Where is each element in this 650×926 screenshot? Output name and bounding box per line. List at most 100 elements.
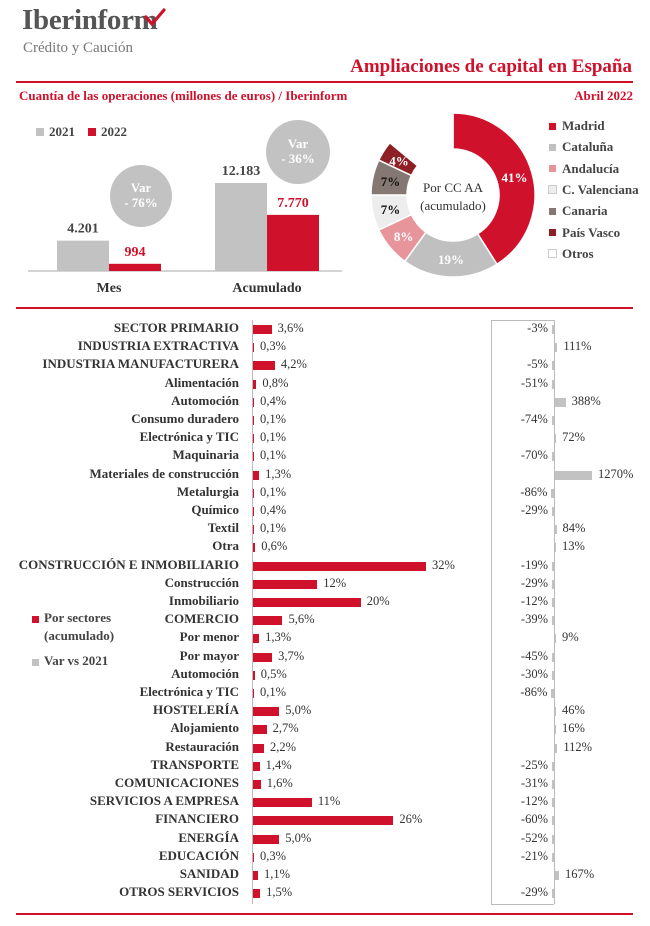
sector-share-bar xyxy=(252,616,283,626)
sector-label: Maquinaria xyxy=(172,447,239,463)
sector-var-label: -70% xyxy=(520,448,548,463)
sector-label: Otra xyxy=(212,538,239,554)
sector-label: Materiales de construcción xyxy=(89,465,239,481)
sector-share-bar xyxy=(252,743,264,753)
sector-var-bar xyxy=(552,834,554,844)
legend-sectors: Por sectores (acumulado) xyxy=(32,609,114,644)
sector-label: Alojamiento xyxy=(170,720,239,736)
sector-share-bar xyxy=(252,852,254,862)
sector-share-label: 1,1% xyxy=(263,867,291,881)
sector-var-bar xyxy=(554,707,556,717)
sector-label: Electrónica y TIC xyxy=(139,684,239,699)
sector-share-label: 0,1% xyxy=(260,430,287,445)
sector-share-label: 5,0% xyxy=(285,703,312,718)
sector-share-label: 0,3% xyxy=(260,339,287,354)
sector-share-label: 0,3% xyxy=(260,848,287,863)
sector-var-bar xyxy=(552,852,554,862)
sector-var-label: -31% xyxy=(520,776,548,790)
legend-sectors-swatch xyxy=(32,615,39,623)
sector-label: Alimentación xyxy=(164,374,239,390)
donut-legend-item-catalu-a: Cataluña xyxy=(549,139,613,155)
sector-var-bar xyxy=(552,670,554,680)
sector-var-bar xyxy=(552,798,554,808)
brand-logo: Iberinform xyxy=(22,4,158,36)
sector-var-bar xyxy=(552,579,554,589)
sector-var-bar xyxy=(552,889,554,899)
sector-share-bar xyxy=(252,834,280,844)
sector-var-label: -39% xyxy=(520,612,548,627)
donut-legend-label: C. Valenciana xyxy=(562,181,639,197)
title-rule xyxy=(16,81,633,83)
sector-share-label: 1,3% xyxy=(265,466,292,481)
donut-legend-item-andaluc-a: Andalucía xyxy=(549,161,619,177)
sector-share-label: 2,2% xyxy=(269,739,296,754)
sector-share-label: 0,1% xyxy=(260,412,287,426)
donut-legend-label: Otros xyxy=(562,245,594,261)
sector-share-label: 0,1% xyxy=(260,521,287,536)
legend-sectors-line1: Por sectores xyxy=(44,610,112,625)
slice-madrid xyxy=(452,112,536,266)
sector-var-bar xyxy=(552,816,554,826)
bar-2022-mes xyxy=(109,263,161,271)
sector-share-bar xyxy=(252,325,272,334)
sector-share-label: 0,1% xyxy=(260,448,287,463)
sector-var-bar xyxy=(552,652,554,662)
sector-var-label: -12% xyxy=(520,594,548,608)
bar-2021-acumulado xyxy=(215,183,267,271)
sector-var-bar xyxy=(552,361,554,371)
sector-label: CONSTRUCCIÓN E INMOBILIARIO xyxy=(18,556,239,572)
sector-var-bar xyxy=(554,743,558,753)
sector-label: Textil xyxy=(207,520,239,536)
bar-label-2022-acumulado: 7.770 xyxy=(277,196,309,211)
sector-share-bar xyxy=(252,689,254,698)
sector-share-label: 12% xyxy=(323,575,347,590)
sector-share-bar xyxy=(252,488,254,498)
var-bubble-mes: Var - 76% xyxy=(110,165,172,227)
legend-2022-label: 2022 xyxy=(101,124,127,139)
sector-var-label: 46% xyxy=(562,703,585,718)
donut-center-label-2: (acumulado) xyxy=(420,198,486,213)
sector-share-bar xyxy=(252,725,267,735)
sector-label: ENERGÍA xyxy=(178,829,239,845)
var-box-top xyxy=(491,320,554,321)
sector-var-bar xyxy=(554,397,566,407)
sector-label: FINANCIERO xyxy=(155,811,239,827)
donut-legend-swatch xyxy=(549,229,556,236)
sector-share-bar xyxy=(252,561,426,571)
sector-label: OTROS SERVICIOS xyxy=(119,884,239,900)
sector-share-bar xyxy=(252,452,254,462)
sector-var-bar xyxy=(552,598,554,607)
sector-var-bar xyxy=(554,871,559,880)
report-date: Abril 2022 xyxy=(574,88,633,103)
sector-share-bar xyxy=(252,816,394,826)
legend-2021-label: 2021 xyxy=(49,124,75,139)
sector-share-label: 11% xyxy=(317,794,341,809)
var-axis xyxy=(554,320,555,904)
sector-share-label: 0,1% xyxy=(260,685,287,699)
sector-share-label: 3,7% xyxy=(278,648,305,663)
sector-var-bar xyxy=(554,543,556,553)
sector-var-bar xyxy=(552,325,554,334)
sector-var-label: -21% xyxy=(520,848,548,863)
slice-label-c-valenciana: 7% xyxy=(381,202,401,217)
sector-share-bar xyxy=(252,634,260,644)
sector-var-label: -29% xyxy=(520,885,548,900)
legend-2022-swatch xyxy=(88,128,96,136)
donut-legend-item-c-valenciana: C. Valenciana xyxy=(548,181,639,198)
sector-var-label: -29% xyxy=(520,575,548,590)
sector-share-bar xyxy=(252,397,255,407)
donut-legend-swatch xyxy=(549,143,556,151)
report-subtitle: Cuantía de las operaciones (millones de … xyxy=(19,88,348,103)
slice-label-pa-s-vasco: 4% xyxy=(389,154,409,169)
sector-share-label: 1,3% xyxy=(265,630,292,645)
bar-label-2021-acumulado: 12.183 xyxy=(222,164,261,179)
sector-label: Por mayor xyxy=(179,647,239,663)
sector-label: Por menor xyxy=(179,629,239,645)
sector-var-bar xyxy=(554,634,556,644)
sector-label: Automoción xyxy=(171,665,239,681)
sector-share-bar xyxy=(252,361,275,371)
slice-label-madrid: 41% xyxy=(501,170,527,185)
sector-share-bar xyxy=(252,761,260,771)
donut-legend-item-pa-s-vasco: País Vasco xyxy=(549,225,620,241)
sector-label: SERVICIOS A EMPRESA xyxy=(89,793,239,809)
